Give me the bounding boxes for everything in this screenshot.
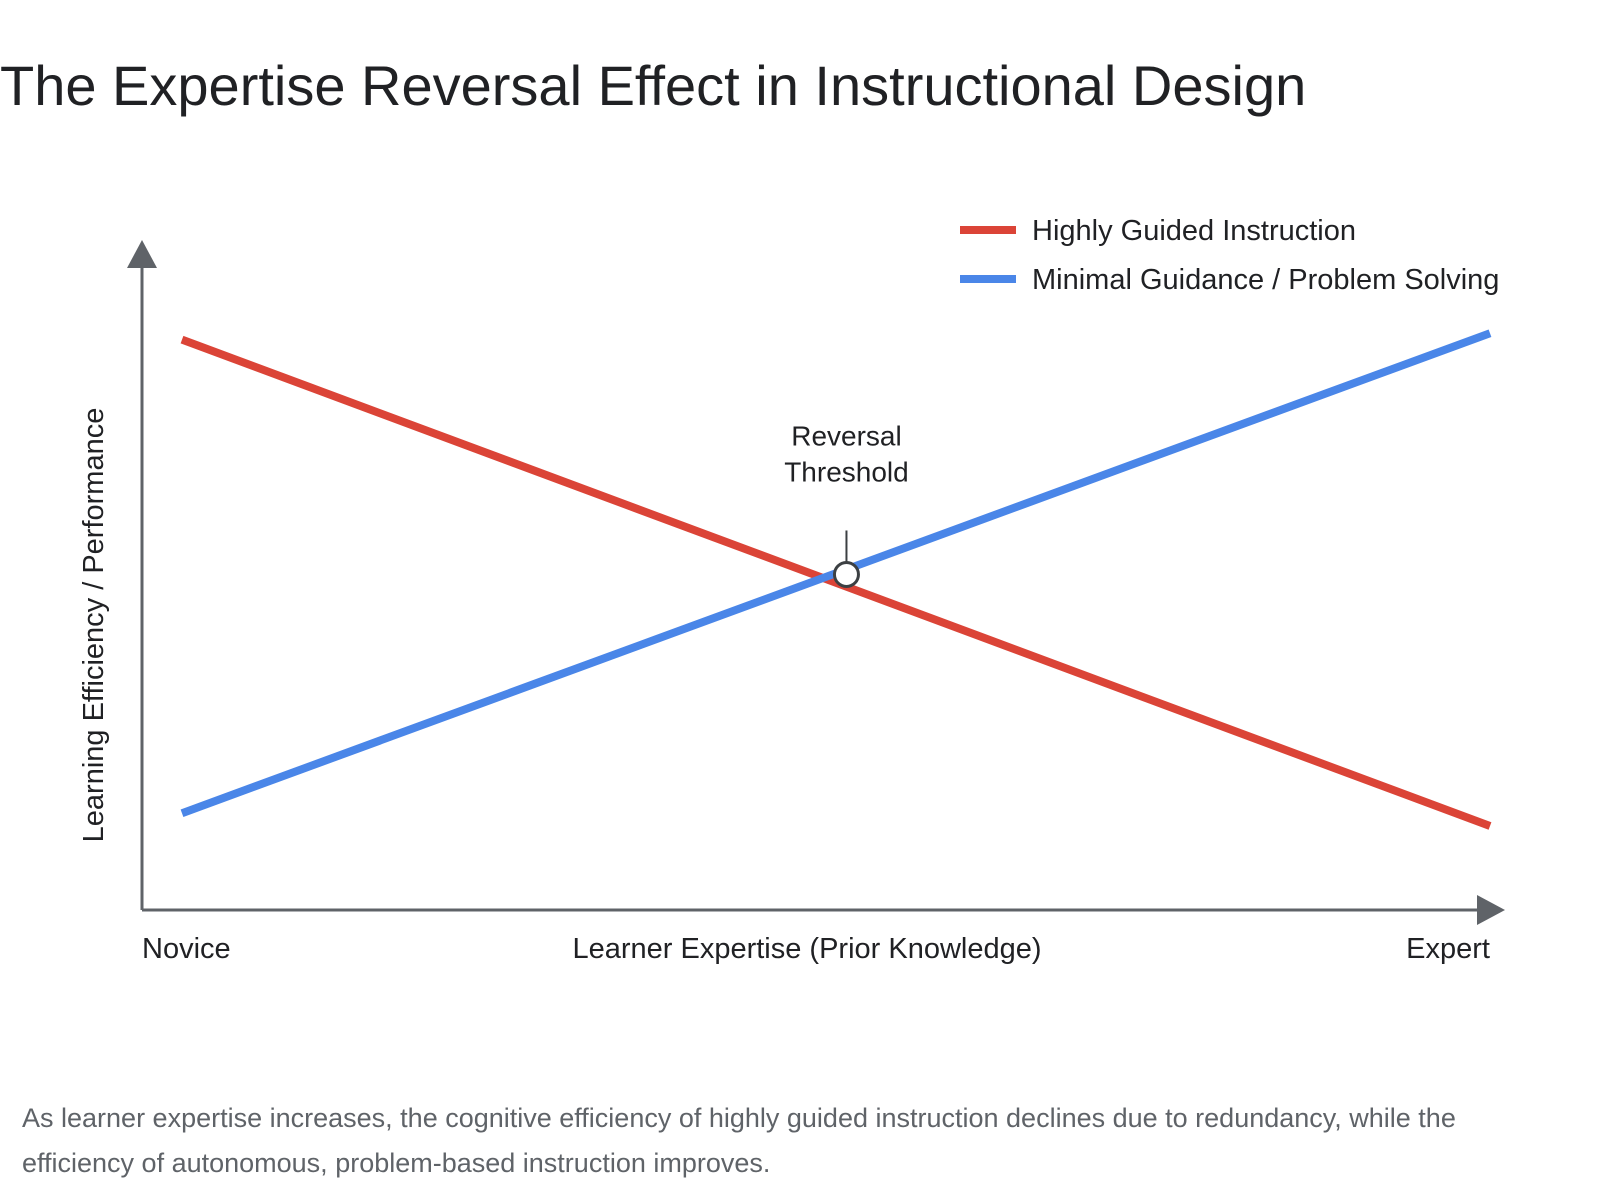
figure-caption: As learner expertise increases, the cogn…	[22, 1103, 1456, 1178]
chart-legend: Highly Guided Instruction Minimal Guidanc…	[960, 215, 1499, 296]
intersection-marker	[832, 560, 860, 588]
chart-figure: Reversal Threshold Highly Guided Instruct…	[0, 190, 1600, 1060]
line-chart: Reversal Threshold Highly Guided Instruct…	[78, 215, 1505, 965]
legend-label-1: Highly Guided Instruction	[1032, 215, 1356, 247]
chart-axis-labels: Learning Efficiency / Performance Learner…	[78, 408, 1490, 965]
x-axis-arrow	[1477, 895, 1505, 925]
x-axis-label: Learner Expertise (Prior Knowledge)	[572, 933, 1041, 965]
page-title: The Expertise Reversal Effect in Instruc…	[0, 54, 1307, 117]
chart-axes	[127, 240, 1505, 925]
x-axis-label-expert: Expert	[1406, 933, 1490, 965]
annotation-label-line-1: Reversal	[791, 420, 901, 451]
chart-annotations: Reversal Threshold	[784, 420, 909, 588]
legend-label-2: Minimal Guidance / Problem Solving	[1032, 264, 1499, 296]
annotation-label-line-2: Threshold	[784, 456, 909, 487]
y-axis-arrow	[127, 240, 157, 268]
x-axis-label-novice: Novice	[142, 933, 231, 965]
y-axis-label: Learning Efficiency / Performance	[78, 408, 110, 843]
